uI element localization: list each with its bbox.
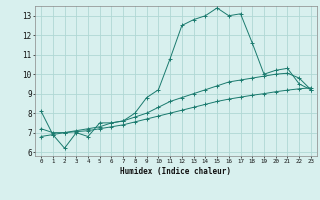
X-axis label: Humidex (Indice chaleur): Humidex (Indice chaleur) (121, 167, 231, 176)
